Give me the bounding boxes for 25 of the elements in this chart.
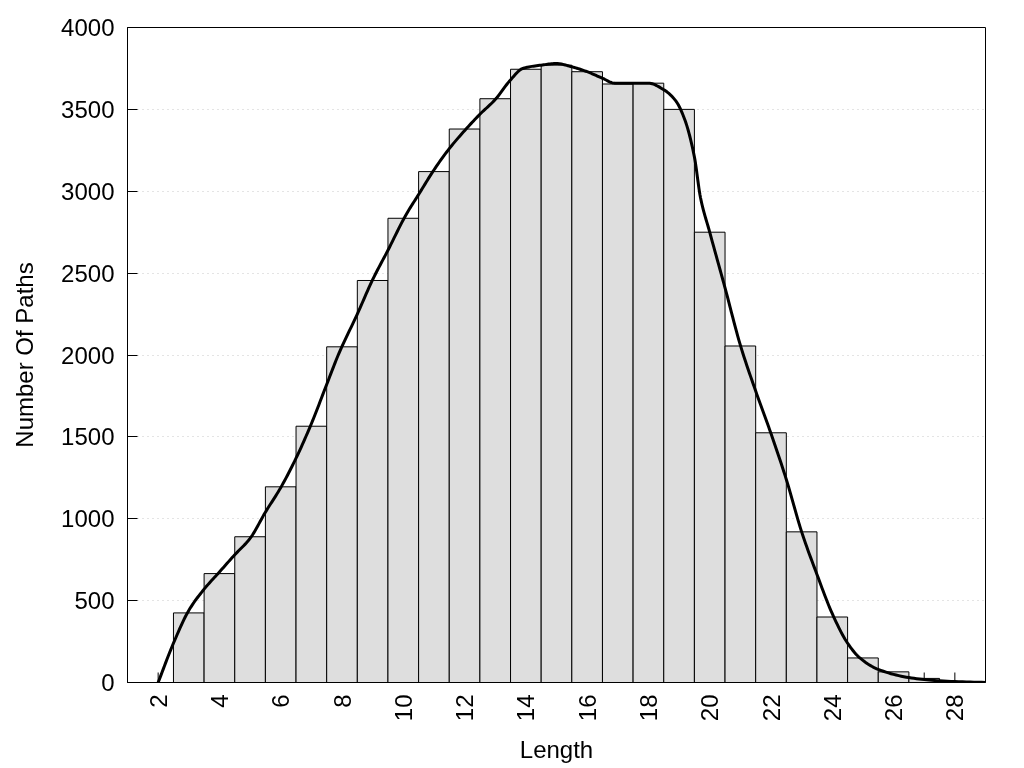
- x-tick-label: 18: [634, 694, 662, 722]
- x-tick-label: 22: [757, 694, 785, 722]
- x-tick-label: 6: [267, 694, 295, 708]
- y-axis-title: Number Of Paths: [11, 262, 39, 448]
- x-tick-label: 12: [451, 694, 479, 722]
- x-tick-label: 26: [880, 694, 908, 722]
- y-tick-label: 3000: [61, 177, 115, 205]
- x-tick-label: 8: [328, 694, 356, 708]
- y-tick-label: 4000: [61, 14, 115, 41]
- x-tick-label: 10: [389, 694, 417, 722]
- y-tick-label: 1500: [61, 423, 115, 451]
- x-tick-label: 28: [941, 694, 969, 722]
- y-tick-label: 500: [74, 587, 115, 615]
- x-tick-label: 14: [512, 694, 540, 722]
- x-axis-title: Length: [519, 736, 594, 764]
- y-tick-label: 0: [101, 669, 115, 696]
- y-tick-label: 2500: [61, 259, 115, 287]
- y-tick-label: 1000: [61, 505, 115, 533]
- x-tick-label: 4: [205, 694, 233, 708]
- x-tick-label: 16: [573, 694, 601, 722]
- y-tick-label: 2000: [61, 341, 115, 369]
- y-tick-label: 3500: [61, 95, 115, 123]
- x-tick-label: 20: [696, 694, 724, 722]
- x-tick-label: 2: [144, 694, 172, 708]
- x-tick-label: 24: [818, 694, 846, 722]
